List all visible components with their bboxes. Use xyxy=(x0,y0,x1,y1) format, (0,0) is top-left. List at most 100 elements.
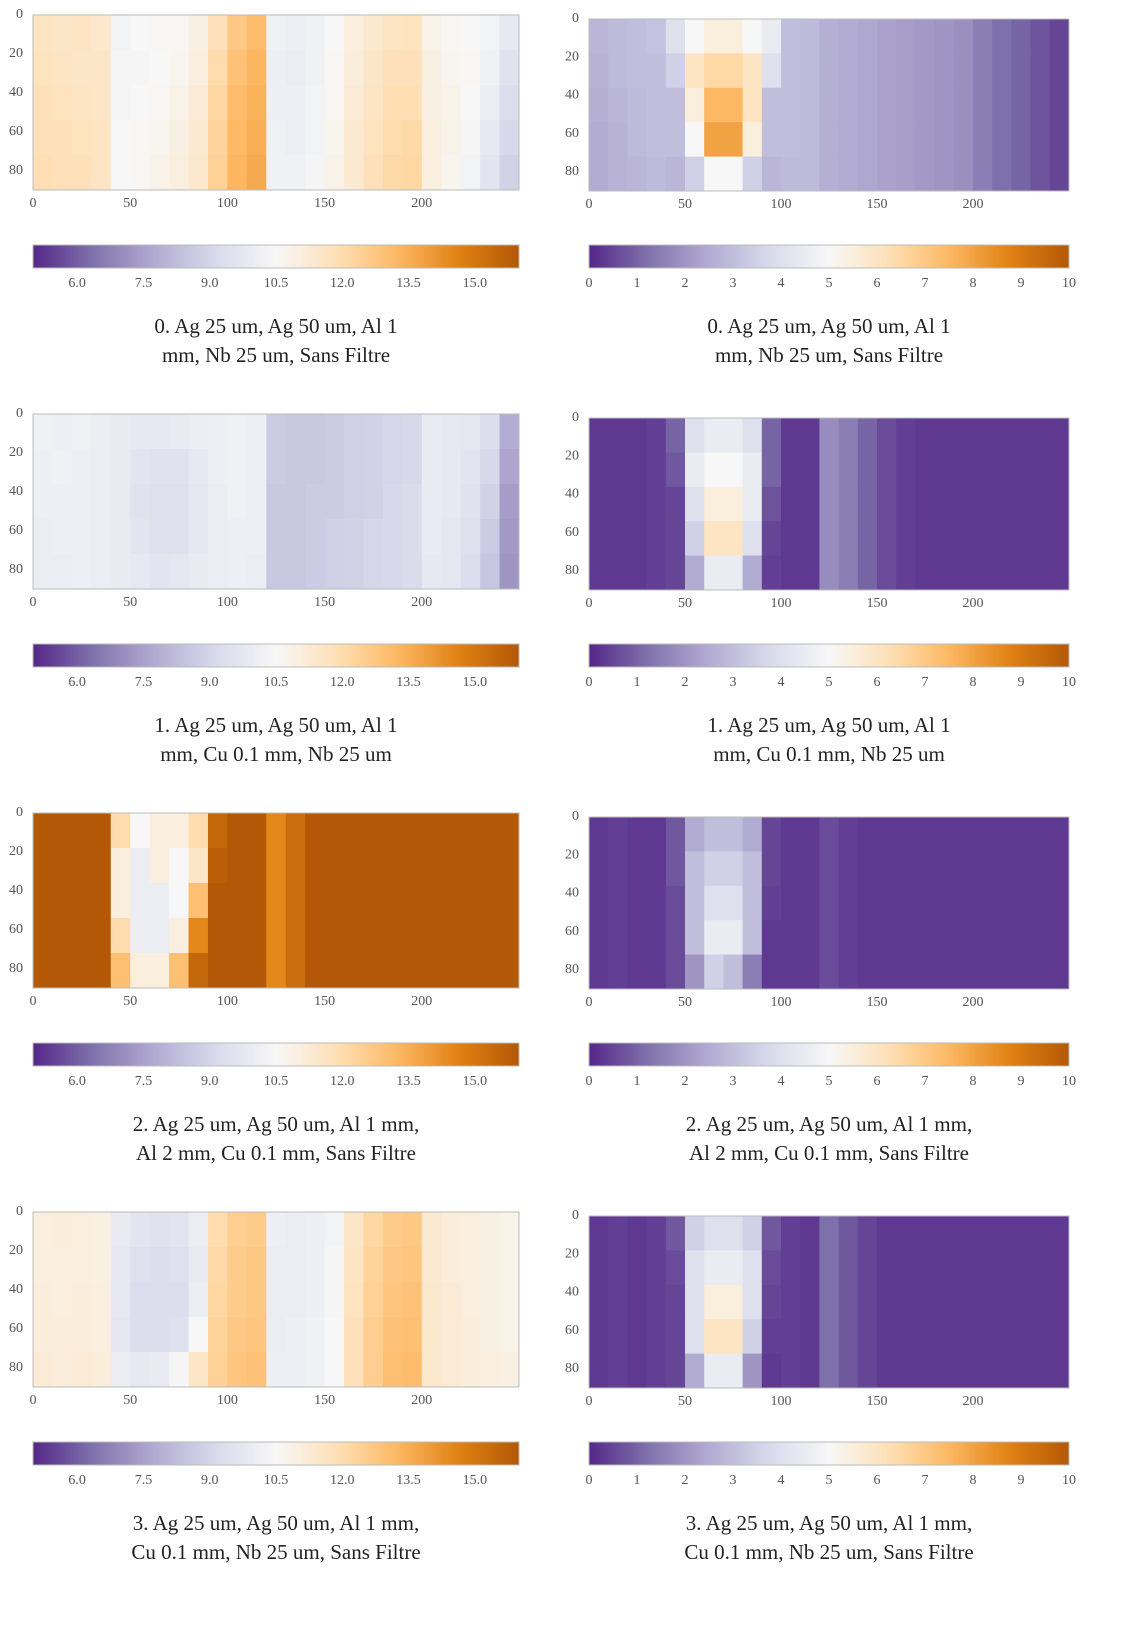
heatmap-cell xyxy=(33,50,53,86)
heatmap-cell xyxy=(402,918,423,954)
y-tick-label: 20 xyxy=(565,1246,579,1261)
heatmap-cell xyxy=(499,918,520,954)
heatmap-cell xyxy=(421,15,442,51)
heatmap-cell xyxy=(52,1352,73,1388)
heatmap-cell xyxy=(646,1216,667,1251)
heatmap-cell xyxy=(877,1216,897,1251)
heatmap-cell xyxy=(723,885,744,921)
heatmap-cell xyxy=(91,918,112,954)
heatmap-cell xyxy=(761,156,782,192)
heatmap-cell xyxy=(382,554,403,590)
heatmap-cell xyxy=(110,15,131,51)
x-tick-label: 150 xyxy=(314,196,335,211)
heatmap-cell xyxy=(589,53,609,89)
heatmap-cell xyxy=(1049,452,1070,488)
heatmap-cell xyxy=(1049,1353,1070,1389)
heatmap-cell xyxy=(324,519,345,555)
heatmap-cell xyxy=(1030,521,1051,557)
heatmap-cell xyxy=(800,87,820,123)
heatmap-cell xyxy=(207,155,228,191)
heatmap-cell xyxy=(819,1319,840,1355)
heatmap-cell xyxy=(285,1317,306,1353)
heatmap-cell xyxy=(761,1353,782,1389)
heatmap-cell xyxy=(1011,521,1032,557)
x-tick-label: 200 xyxy=(963,995,984,1010)
heatmap-cell xyxy=(896,851,916,887)
heatmap-cell xyxy=(149,155,170,191)
heatmap-cell xyxy=(480,85,501,121)
heatmap-cell xyxy=(761,87,782,123)
colorbar xyxy=(32,1042,520,1067)
heatmap-cell xyxy=(91,85,112,121)
heatmap-cell xyxy=(91,1352,112,1388)
heatmap-cell xyxy=(441,1212,462,1248)
y-tick-label: 20 xyxy=(9,1243,23,1258)
heatmap-cell xyxy=(33,1247,53,1283)
heatmap-cell xyxy=(992,885,1012,921)
heatmap-cell xyxy=(266,1247,287,1283)
heatmap-cell xyxy=(441,1317,462,1353)
heatmap-cell xyxy=(934,885,955,921)
heatmap-cell xyxy=(363,883,384,919)
heatmap-cell xyxy=(246,813,267,849)
heatmap-cell xyxy=(130,414,151,450)
heatmap-cell xyxy=(838,1319,859,1355)
heatmap-cell xyxy=(207,554,228,590)
heatmap-cell xyxy=(285,120,306,156)
heatmap-cell xyxy=(344,155,364,191)
colorbar-tick-label: 10.5 xyxy=(264,1473,289,1488)
heatmap-cell xyxy=(1049,954,1070,990)
heatmap-cell xyxy=(227,120,248,156)
heatmap-cell xyxy=(608,452,628,488)
heatmap-cell xyxy=(169,1352,190,1388)
x-tick-label: 0 xyxy=(30,1393,37,1408)
heatmap-cell xyxy=(1011,954,1032,990)
heatmap-cell xyxy=(877,920,897,956)
heatmap-cell xyxy=(608,1284,628,1320)
heatmap-cell xyxy=(627,19,648,54)
x-tick-label: 150 xyxy=(867,1394,888,1409)
heatmap-cell xyxy=(665,452,686,488)
colorbar-tick-label: 3 xyxy=(730,675,737,690)
heatmap-cell xyxy=(480,953,501,989)
heatmap-cell xyxy=(685,87,705,123)
colorbar-tick-label: 13.5 xyxy=(396,675,421,690)
heatmap-cell xyxy=(934,555,955,591)
x-tick-label: 150 xyxy=(314,595,335,610)
heatmap-cell xyxy=(915,1319,936,1355)
x-tick-label: 100 xyxy=(771,995,792,1010)
heatmap-cell xyxy=(499,484,520,520)
heatmap-cell xyxy=(188,15,209,51)
heatmap-cell xyxy=(110,953,131,989)
x-tick-label: 200 xyxy=(963,197,984,212)
heatmap-cell xyxy=(915,954,936,990)
heatmap-cell xyxy=(646,87,667,123)
heatmap-cell xyxy=(227,1247,248,1283)
heatmap-cell xyxy=(781,53,801,89)
x-tick-label: 50 xyxy=(678,995,692,1010)
heatmap-cell xyxy=(800,954,820,990)
heatmap-cell xyxy=(324,883,345,919)
heatmap-cell xyxy=(363,15,384,51)
heatmap-cell xyxy=(344,883,364,919)
heatmap-cell xyxy=(33,15,53,51)
heatmap-cell xyxy=(33,414,53,450)
heatmap-cell xyxy=(460,883,481,919)
heatmap-cell xyxy=(646,920,667,956)
x-tick-label: 200 xyxy=(411,1393,432,1408)
heatmap-cell xyxy=(934,53,955,89)
heatmap-cell xyxy=(71,1352,92,1388)
heatmap-cell xyxy=(877,1250,897,1286)
heatmap-cell xyxy=(800,486,820,522)
x-tick-label: 150 xyxy=(867,596,888,611)
heatmap-cell xyxy=(52,50,73,86)
heatmap-cell xyxy=(499,519,520,555)
colorbar-tick-label: 8 xyxy=(970,1074,977,1089)
heatmap-cell xyxy=(723,920,744,956)
heatmap-cell xyxy=(324,15,345,51)
heatmap-cell xyxy=(819,885,840,921)
heatmap-cell xyxy=(877,156,897,192)
heatmap-cell xyxy=(877,122,897,158)
heatmap-cell xyxy=(704,920,724,956)
heatmap-cell xyxy=(819,87,840,123)
